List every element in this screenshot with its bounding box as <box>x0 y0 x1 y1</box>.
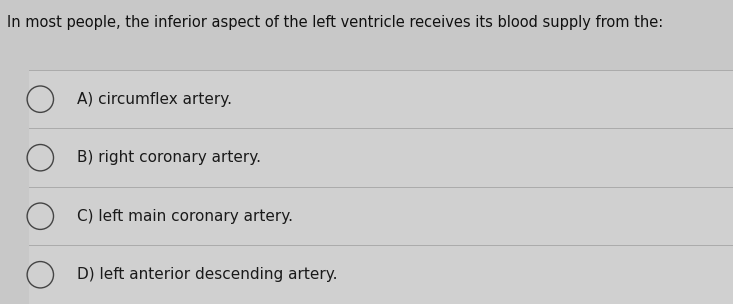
Text: C) left main coronary artery.: C) left main coronary artery. <box>77 209 293 224</box>
Text: B) right coronary artery.: B) right coronary artery. <box>77 150 261 165</box>
Text: A) circumflex artery.: A) circumflex artery. <box>77 92 232 107</box>
Text: In most people, the inferior aspect of the left ventricle receives its blood sup: In most people, the inferior aspect of t… <box>7 15 663 30</box>
Bar <box>29 70 733 304</box>
Text: D) left anterior descending artery.: D) left anterior descending artery. <box>77 267 337 282</box>
